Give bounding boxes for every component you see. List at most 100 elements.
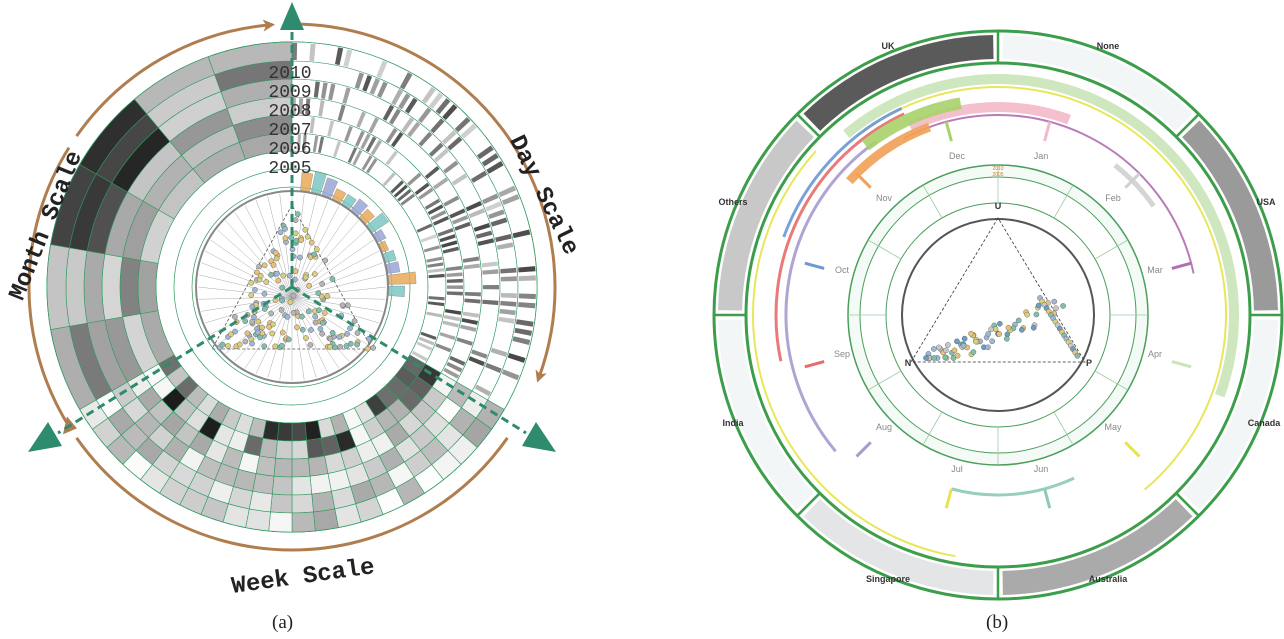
axis-left <box>57 285 293 435</box>
data-point <box>286 272 293 279</box>
data-point <box>345 302 351 309</box>
month-label-apr: Apr <box>1148 349 1162 359</box>
spoke <box>205 250 293 298</box>
day-cell <box>454 221 471 231</box>
year-label: 2008 <box>268 102 311 122</box>
country-label-australia: Australia <box>1089 574 1129 584</box>
data-point <box>985 331 991 337</box>
day-cell <box>475 230 493 239</box>
band-tick <box>1094 370 1129 391</box>
year-label: 2006 <box>268 140 311 160</box>
day-cell <box>342 87 351 104</box>
day-cell <box>481 153 499 167</box>
data-point <box>322 257 329 264</box>
data-point <box>315 290 322 296</box>
day-cell <box>501 194 520 206</box>
data-point <box>968 330 974 337</box>
day-cell <box>477 238 495 246</box>
day-cell <box>449 355 466 366</box>
histogram-bar <box>341 193 357 210</box>
data-point <box>251 314 257 321</box>
day-cell <box>416 341 433 351</box>
country-label-usa: USA <box>1256 197 1276 207</box>
data-point <box>290 292 297 299</box>
week-cell <box>291 457 311 478</box>
day-cell <box>418 107 432 123</box>
day-cell <box>463 263 481 270</box>
data-point <box>1030 324 1037 331</box>
day-cell <box>430 210 447 221</box>
day-cell <box>443 160 459 174</box>
month-cell <box>137 259 159 315</box>
spoke <box>234 212 293 298</box>
day-cell <box>428 92 444 109</box>
data-point <box>972 338 979 345</box>
day-cell <box>334 47 344 66</box>
scale-arrows <box>27 19 557 552</box>
day-cell <box>446 272 463 277</box>
day-cell <box>393 184 408 198</box>
week-scale-cells <box>79 354 505 533</box>
country-label-none: None <box>1097 41 1120 51</box>
day-cell <box>309 43 316 62</box>
day-cell <box>398 93 411 110</box>
country-segment <box>1182 120 1278 311</box>
data-point <box>232 314 238 320</box>
data-point <box>261 262 268 269</box>
month-label-nov: Nov <box>876 193 893 203</box>
day-cell <box>411 350 428 362</box>
data-point <box>954 338 960 345</box>
flow-stub <box>855 172 872 189</box>
day-cell <box>446 285 463 289</box>
data-point <box>236 341 243 348</box>
day-cell <box>449 208 466 219</box>
data-point <box>985 344 991 351</box>
day-cell <box>401 117 414 133</box>
segment-divider <box>796 492 821 517</box>
data-point <box>306 283 312 289</box>
week-cell <box>277 422 293 442</box>
month-arrow-top <box>75 19 276 138</box>
vertex-label-n: N <box>905 358 912 368</box>
day-cell <box>451 215 469 225</box>
data-point <box>292 268 299 274</box>
day-cell <box>302 134 307 151</box>
data-point <box>242 318 249 325</box>
data-point <box>249 340 255 347</box>
day-cell <box>495 233 512 242</box>
day-cell <box>420 331 437 341</box>
day-cell <box>420 234 437 243</box>
data-point <box>259 324 265 331</box>
day-cell <box>428 296 445 301</box>
year-label: 2005 <box>268 159 311 179</box>
day-cell <box>496 242 514 250</box>
day-cell <box>385 128 398 144</box>
day-cell <box>490 347 508 357</box>
flow-stub <box>944 121 953 142</box>
day-cell <box>486 160 504 174</box>
country-label-others: Others <box>718 197 747 207</box>
data-point <box>931 355 937 361</box>
histogram-bar <box>311 171 327 195</box>
flow-stub <box>804 360 825 369</box>
flow-line <box>774 112 905 362</box>
day-cell <box>498 316 515 324</box>
histogram-bar <box>388 271 417 285</box>
day-cell <box>407 121 421 138</box>
day-cell <box>460 324 477 332</box>
histogram-bar <box>386 261 401 274</box>
data-point <box>970 349 977 355</box>
flow-stub <box>1171 360 1192 369</box>
week-cell <box>270 493 293 514</box>
country-segment <box>1002 35 1193 131</box>
month-label-aug: Aug <box>876 422 892 432</box>
data-point <box>951 347 958 354</box>
band-tick <box>1053 411 1074 446</box>
data-point <box>274 270 280 277</box>
data-point <box>242 338 249 345</box>
day-cell <box>369 78 380 95</box>
data-point <box>284 313 291 320</box>
data-point <box>278 307 285 313</box>
flow-line <box>907 102 1071 132</box>
day-cell <box>437 228 454 237</box>
